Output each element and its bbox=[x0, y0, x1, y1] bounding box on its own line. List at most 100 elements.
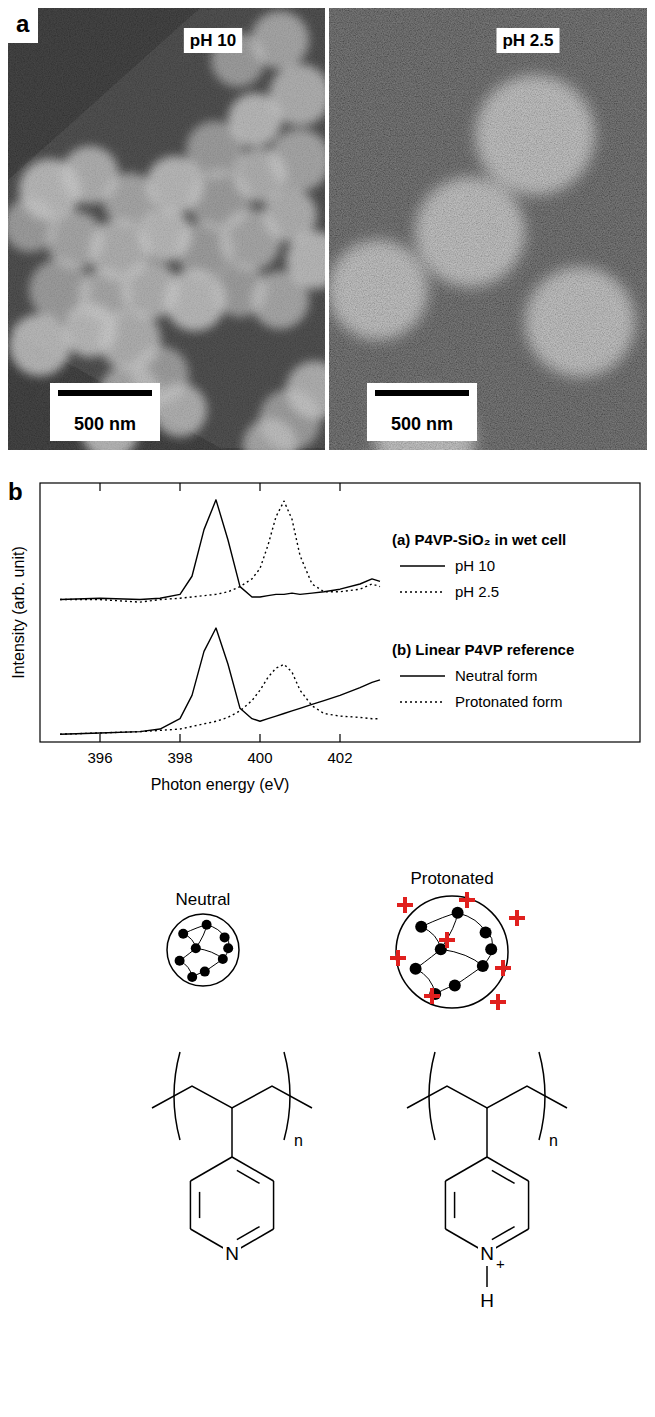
positive-charge bbox=[424, 988, 440, 1004]
legend-group-title: (a) P4VP-SiO₂ in wet cell bbox=[392, 531, 566, 548]
double-bond bbox=[237, 1170, 260, 1183]
legend-group-title: (b) Linear P4VP reference bbox=[392, 641, 574, 658]
particle-outline bbox=[396, 896, 508, 1008]
figure: apH 10500 nmpH 2.5500 nmb396398400402Pho… bbox=[0, 0, 655, 1417]
silica-core bbox=[480, 926, 492, 938]
spectrum-line bbox=[60, 501, 380, 602]
atom-background bbox=[478, 1243, 496, 1263]
silica-core bbox=[191, 943, 201, 953]
x-tick bbox=[99, 734, 100, 742]
particle-outline bbox=[167, 914, 239, 986]
x-axis-title: Photon energy (eV) bbox=[151, 776, 290, 793]
positive-charge bbox=[397, 897, 413, 913]
atom-label: N bbox=[480, 1243, 494, 1264]
bracket bbox=[284, 1052, 290, 1140]
micrograph-label: pH 2.5 bbox=[502, 31, 553, 50]
x-tick-label: 402 bbox=[327, 749, 352, 766]
positive-charge bbox=[439, 932, 455, 948]
atom-background bbox=[223, 1243, 241, 1263]
legend-swatch bbox=[400, 675, 445, 676]
ring-bond bbox=[487, 1157, 529, 1181]
x-tick-label: 398 bbox=[167, 749, 192, 766]
scale-bar bbox=[58, 390, 152, 396]
positive-charge bbox=[495, 960, 511, 976]
silica-core bbox=[477, 960, 489, 972]
spectrum-line bbox=[60, 664, 380, 734]
repeat-index: n bbox=[549, 1132, 558, 1149]
legend-swatch bbox=[400, 565, 445, 566]
state-label: Neutral bbox=[176, 890, 231, 909]
silica-core bbox=[220, 932, 230, 942]
legend-label: pH 10 bbox=[455, 557, 495, 574]
image-noise bbox=[8, 8, 325, 450]
polymer-chain bbox=[441, 949, 483, 966]
state-label: Protonated bbox=[410, 869, 493, 888]
bond bbox=[486, 1266, 488, 1287]
bracket bbox=[174, 1052, 180, 1140]
positive-charge bbox=[390, 950, 406, 966]
backbone bbox=[407, 1086, 567, 1108]
ring-bond bbox=[232, 1157, 274, 1181]
scale-bar-box bbox=[367, 383, 477, 441]
silica-core bbox=[223, 943, 233, 953]
repeat-index: n bbox=[294, 1132, 303, 1149]
ring-bond bbox=[528, 1181, 530, 1229]
micrograph-label-box bbox=[184, 28, 242, 53]
legend-label: Protonated form bbox=[455, 693, 563, 710]
x-tick-top bbox=[339, 483, 340, 491]
positive-charge bbox=[490, 994, 506, 1010]
positive-charge bbox=[509, 910, 525, 926]
double-bond bbox=[454, 1192, 456, 1218]
legend-swatch bbox=[400, 701, 445, 702]
ring-bond bbox=[190, 1157, 232, 1181]
micrograph-label: pH 10 bbox=[190, 31, 236, 50]
spectrum-line bbox=[60, 500, 380, 600]
bracket bbox=[429, 1052, 435, 1140]
scale-bar-label: 500 nm bbox=[391, 414, 453, 434]
x-tick-top bbox=[179, 483, 180, 491]
double-bond bbox=[199, 1192, 201, 1218]
x-tick bbox=[259, 734, 260, 742]
x-tick-top bbox=[259, 483, 260, 491]
micrograph-left bbox=[8, 8, 325, 450]
silica-core bbox=[187, 972, 197, 982]
image-noise bbox=[329, 8, 647, 450]
double-bond bbox=[492, 1227, 515, 1240]
silica-core bbox=[202, 920, 212, 930]
bracket bbox=[539, 1052, 545, 1140]
ring-bond bbox=[190, 1181, 192, 1229]
polymer-chain bbox=[441, 913, 458, 949]
backbone bbox=[152, 1086, 312, 1108]
silica-core bbox=[415, 921, 427, 933]
ring-bond bbox=[445, 1157, 487, 1181]
ring-bond bbox=[273, 1181, 275, 1229]
image-background bbox=[8, 8, 325, 450]
atom-label: H bbox=[480, 1290, 494, 1311]
positive-charge bbox=[459, 892, 475, 908]
silica-core bbox=[178, 929, 188, 939]
silica-core bbox=[175, 956, 185, 966]
double-bond bbox=[237, 1227, 260, 1240]
atom-label: N bbox=[225, 1243, 239, 1264]
bond bbox=[231, 1108, 233, 1157]
micrograph-right bbox=[329, 8, 647, 450]
plot-frame bbox=[40, 483, 640, 742]
x-tick bbox=[179, 734, 180, 742]
double-bond bbox=[492, 1170, 515, 1183]
image-background bbox=[329, 8, 647, 450]
x-tick-label: 396 bbox=[87, 749, 112, 766]
legend-swatch bbox=[400, 591, 445, 592]
x-tick bbox=[339, 734, 340, 742]
panel-letter: a bbox=[16, 10, 30, 37]
silica-core bbox=[485, 943, 497, 955]
silica-core bbox=[200, 967, 210, 977]
ring-bond bbox=[445, 1181, 447, 1229]
bond bbox=[486, 1108, 488, 1157]
curves bbox=[60, 500, 380, 734]
silica-core bbox=[410, 963, 422, 975]
legend-label: pH 2.5 bbox=[455, 583, 499, 600]
charge-label: + bbox=[496, 1255, 505, 1272]
scale-bar-label: 500 nm bbox=[74, 414, 136, 434]
scale-bar-box bbox=[50, 383, 160, 441]
silica-core bbox=[449, 980, 461, 992]
